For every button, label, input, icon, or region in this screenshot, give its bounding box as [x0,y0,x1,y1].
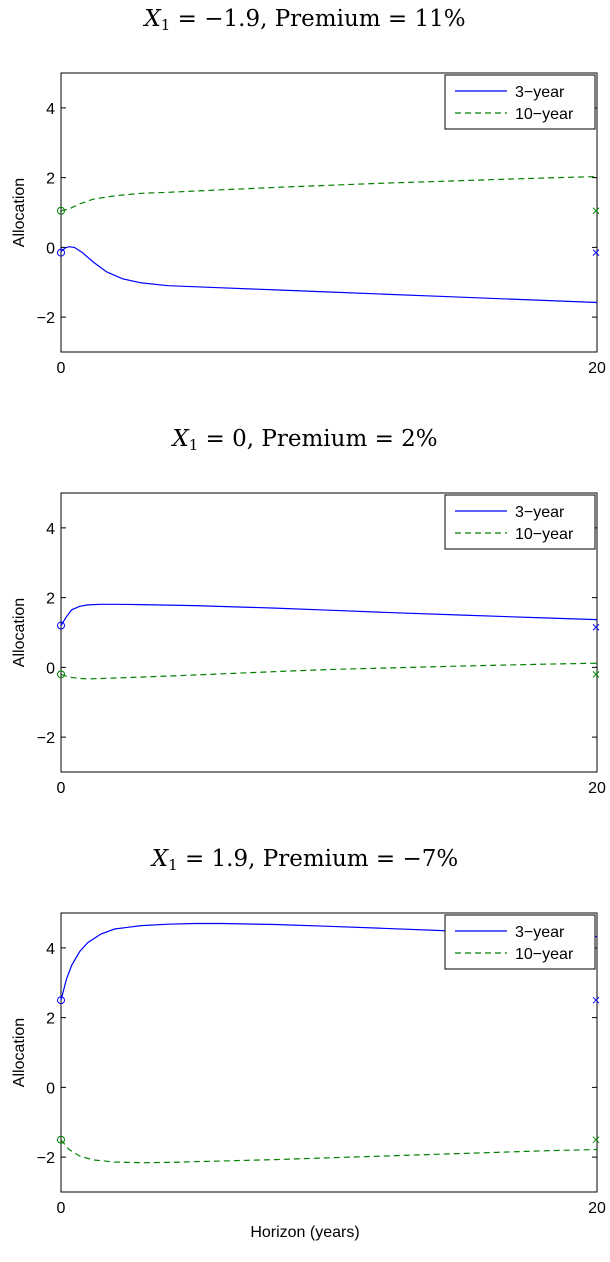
legend-label: 10−year [515,946,574,963]
legend-label: 3−year [515,504,565,521]
y-tick-label: −2 [37,310,55,327]
end-x-marker [592,623,600,631]
end-x-marker [592,996,600,1004]
end-x-marker [592,670,600,678]
title-text: = −1.9, Premium = 11% [170,6,466,32]
legend-label: 10−year [515,526,574,543]
chart-panel-1: X1 = −1.9, Premium = 11% 4 2 0 −2 0 20 Allocat… [0,0,610,422]
x-tick-label: 0 [57,780,66,797]
chart-panel-3: X1 = 1.9, Premium = −7% 4 2 0 −2 0 20 Allocati… [0,840,610,1262]
title-variable: X [151,846,169,872]
x-tick-label: 0 [57,360,66,377]
y-axis-label: Allocation [11,1018,28,1087]
plot-frame [60,72,598,353]
y-tick-label: 2 [46,171,55,188]
plot-frame [60,912,598,1193]
title-subscript: 1 [160,16,171,34]
start-circle-marker [57,248,65,257]
x-tick-label: 20 [588,1200,606,1217]
chart-title: X1 = 0, Premium = 2% [0,426,610,454]
legend-box [444,494,596,550]
series-line-10-year [60,1139,598,1164]
x-tick-label: 20 [588,360,606,377]
y-tick-label: 4 [46,941,55,958]
end-x-marker [592,249,600,256]
series-line-10-year [60,176,598,212]
y-tick-label: 0 [46,660,55,677]
y-tick-label: 2 [46,591,55,608]
legend-box [444,914,596,970]
x-tick-label: 0 [57,1200,66,1217]
x-tick-label: 20 [588,780,606,797]
title-variable: X [144,6,161,32]
start-circle-marker [57,621,65,630]
y-tick-label: 4 [46,521,55,538]
y-axis-label: Allocation [11,598,28,667]
start-circle-marker [57,996,65,1005]
title-subscript: 1 [168,856,178,874]
start-circle-marker [57,206,65,215]
y-axis-label: Allocation [11,178,28,247]
legend-label: 10−year [515,106,574,123]
chart-title: X1 = 1.9, Premium = −7% [0,846,610,874]
chart-panel-2: X1 = 0, Premium = 2% 4 2 0 −2 0 20 Allocation 3… [0,420,610,842]
title-subscript: 1 [188,436,199,454]
title-text: = 1.9, Premium = −7% [177,846,459,872]
y-tick-label: 0 [46,240,55,257]
plot-frame [60,492,598,773]
series-line-3-year [60,246,598,304]
legend-box [444,74,596,130]
y-tick-label: 0 [46,1080,55,1097]
start-circle-marker [57,670,65,679]
end-x-marker [592,1136,600,1144]
legend-label: 3−year [515,84,565,101]
legend-label: 3−year [515,924,565,941]
start-circle-marker [57,1135,65,1144]
title-variable: X [172,426,189,452]
y-tick-label: 2 [46,1011,55,1028]
y-tick-label: 4 [46,101,55,118]
title-text: = 0, Premium = 2% [198,426,438,452]
y-tick-label: −2 [37,730,55,747]
end-x-marker [592,207,600,215]
series-line-10-year [60,662,598,680]
series-line-3-year [60,603,598,626]
y-tick-label: −2 [37,1150,55,1167]
x-axis-label: Horizon (years) [250,1224,360,1241]
chart-title: X1 = −1.9, Premium = 11% [0,6,610,34]
